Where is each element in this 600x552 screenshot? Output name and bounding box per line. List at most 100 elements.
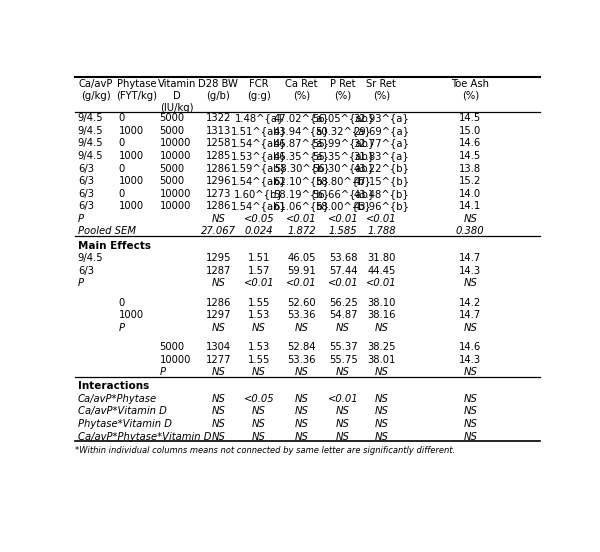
Text: <0.01: <0.01 xyxy=(328,278,358,288)
Text: <0.01: <0.01 xyxy=(366,278,397,288)
Text: NS: NS xyxy=(374,394,388,404)
Text: 38.01: 38.01 xyxy=(367,354,395,365)
Text: 58.00^{b}: 58.00^{b} xyxy=(315,201,371,211)
Text: NS: NS xyxy=(463,394,477,404)
Text: 1.872: 1.872 xyxy=(287,226,316,236)
Text: 1.57: 1.57 xyxy=(248,266,271,275)
Text: 53.68: 53.68 xyxy=(329,253,358,263)
Text: 14.3: 14.3 xyxy=(459,266,481,275)
Text: 54.87: 54.87 xyxy=(329,310,358,320)
Text: NS: NS xyxy=(252,367,266,377)
Text: 47.02^{a}: 47.02^{a} xyxy=(274,113,329,124)
Text: 56.05^{ab}: 56.05^{ab} xyxy=(312,113,374,124)
Text: Ca/avP*Vitamin D: Ca/avP*Vitamin D xyxy=(78,406,167,416)
Text: 1322: 1322 xyxy=(206,113,231,124)
Text: NS: NS xyxy=(211,406,225,416)
Text: <0.05: <0.05 xyxy=(244,394,274,404)
Text: 1.59^{ab}: 1.59^{ab} xyxy=(231,163,287,173)
Text: 32.93^{a}: 32.93^{a} xyxy=(353,113,409,124)
Text: 29.69^{a}: 29.69^{a} xyxy=(353,126,409,136)
Text: 1000: 1000 xyxy=(119,176,144,186)
Text: 0.024: 0.024 xyxy=(245,226,274,236)
Text: NS: NS xyxy=(252,406,266,416)
Text: 15.0: 15.0 xyxy=(459,126,481,136)
Text: Ca/avP*Phytase*Vitamin D: Ca/avP*Phytase*Vitamin D xyxy=(78,432,211,442)
Text: NS: NS xyxy=(463,419,477,429)
Text: 47.15^{b}: 47.15^{b} xyxy=(353,176,409,186)
Text: 43.96^{b}: 43.96^{b} xyxy=(353,201,409,211)
Text: <0.01: <0.01 xyxy=(366,214,397,224)
Text: 46.87^{a}: 46.87^{a} xyxy=(274,139,329,148)
Text: NS: NS xyxy=(295,406,308,416)
Text: NS: NS xyxy=(252,419,266,429)
Text: 58.30^{b}: 58.30^{b} xyxy=(274,163,329,173)
Text: 10000: 10000 xyxy=(160,201,191,211)
Text: <0.01: <0.01 xyxy=(328,394,358,404)
Text: 55.75: 55.75 xyxy=(329,354,358,365)
Text: 1286: 1286 xyxy=(206,298,231,307)
Text: NS: NS xyxy=(211,367,225,377)
Text: NS: NS xyxy=(374,322,388,333)
Text: 1.60^{b}: 1.60^{b} xyxy=(234,189,284,199)
Text: 1297: 1297 xyxy=(205,310,231,320)
Text: Pooled SEM: Pooled SEM xyxy=(78,226,136,236)
Text: 10000: 10000 xyxy=(160,354,191,365)
Text: 31.80: 31.80 xyxy=(367,253,395,263)
Text: P Ret
(%): P Ret (%) xyxy=(331,78,356,100)
Text: 38.10: 38.10 xyxy=(367,298,395,307)
Text: Ca/avP
(g/kg): Ca/avP (g/kg) xyxy=(78,78,113,100)
Text: NS: NS xyxy=(211,394,225,404)
Text: NS: NS xyxy=(295,419,308,429)
Text: 1.585: 1.585 xyxy=(329,226,358,236)
Text: 1.51: 1.51 xyxy=(248,253,271,263)
Text: NS: NS xyxy=(211,432,225,442)
Text: NS: NS xyxy=(295,394,308,404)
Text: 6/3: 6/3 xyxy=(78,176,94,186)
Text: 1.53^{ab}: 1.53^{ab} xyxy=(231,151,287,161)
Text: 14.3: 14.3 xyxy=(459,354,481,365)
Text: 14.1: 14.1 xyxy=(459,201,481,211)
Text: 1.54^{ab}: 1.54^{ab} xyxy=(231,139,287,148)
Text: Phytase*Vitamin D: Phytase*Vitamin D xyxy=(78,419,172,429)
Text: 53.36: 53.36 xyxy=(287,354,316,365)
Text: 43.22^{b}: 43.22^{b} xyxy=(353,163,409,173)
Text: 1.55: 1.55 xyxy=(248,298,271,307)
Text: Ca/avP*Phytase: Ca/avP*Phytase xyxy=(78,394,157,404)
Text: 9/4.5: 9/4.5 xyxy=(78,253,103,263)
Text: NS: NS xyxy=(211,419,225,429)
Text: *Within individual columns means not connected by same letter are significantly : *Within individual columns means not con… xyxy=(75,446,455,455)
Text: 52.60: 52.60 xyxy=(287,298,316,307)
Text: 1295: 1295 xyxy=(205,253,231,263)
Text: 56.25: 56.25 xyxy=(329,298,358,307)
Text: Phytase
(FYT/kg): Phytase (FYT/kg) xyxy=(116,78,157,100)
Text: 1304: 1304 xyxy=(206,342,231,352)
Text: 1273: 1273 xyxy=(206,189,231,199)
Text: 1.51^{ab}: 1.51^{ab} xyxy=(231,126,287,136)
Text: NS: NS xyxy=(374,419,388,429)
Text: 1285: 1285 xyxy=(206,151,231,161)
Text: 5000: 5000 xyxy=(160,113,185,124)
Text: NS: NS xyxy=(463,406,477,416)
Text: P: P xyxy=(78,278,84,288)
Text: 1000: 1000 xyxy=(119,310,144,320)
Text: 5000: 5000 xyxy=(160,342,185,352)
Text: NS: NS xyxy=(336,406,350,416)
Text: 59.91: 59.91 xyxy=(287,266,316,275)
Text: P: P xyxy=(160,367,166,377)
Text: 14.7: 14.7 xyxy=(459,253,481,263)
Text: 58.80^{b}: 58.80^{b} xyxy=(315,176,371,186)
Text: 1258: 1258 xyxy=(206,139,231,148)
Text: 6/3: 6/3 xyxy=(78,189,94,199)
Text: Ca Ret
(%): Ca Ret (%) xyxy=(286,78,318,100)
Text: 0: 0 xyxy=(119,189,125,199)
Text: 56.30^{ab}: 56.30^{ab} xyxy=(312,163,374,173)
Text: FCR
(g:g): FCR (g:g) xyxy=(247,78,271,100)
Text: 38.16: 38.16 xyxy=(367,310,395,320)
Text: NS: NS xyxy=(336,419,350,429)
Text: 1.48^{a}: 1.48^{a} xyxy=(235,113,284,124)
Text: NS: NS xyxy=(463,432,477,442)
Text: 61.06^{b}: 61.06^{b} xyxy=(274,201,330,211)
Text: 10000: 10000 xyxy=(160,189,191,199)
Text: 0: 0 xyxy=(119,298,125,307)
Text: Sr Ret
(%): Sr Ret (%) xyxy=(367,78,397,100)
